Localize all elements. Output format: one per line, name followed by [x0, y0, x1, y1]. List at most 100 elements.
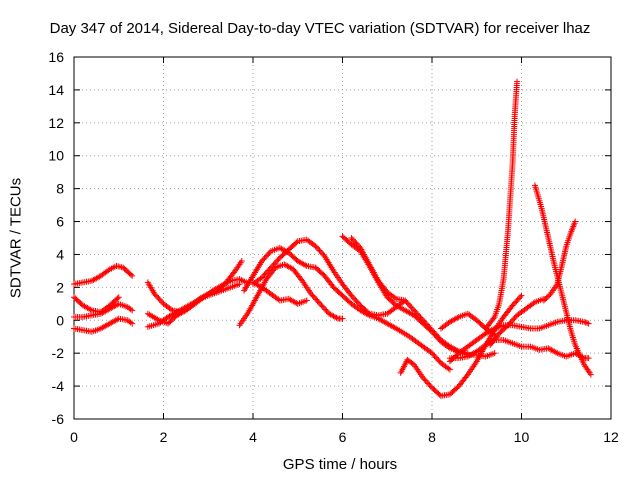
data-point [509, 302, 516, 309]
data-point [114, 295, 121, 302]
data-point [432, 354, 439, 361]
axis-ticks [73, 56, 612, 420]
data-point [230, 269, 237, 276]
data-point [267, 264, 274, 271]
data-point [129, 272, 136, 279]
y-tick-label: 8 [56, 181, 64, 197]
data-point [510, 301, 517, 308]
chart-title: Day 347 of 2014, Sidereal Day-to-day VTE… [49, 20, 591, 37]
data-point [434, 334, 441, 341]
data-point [572, 218, 579, 225]
data-point [507, 319, 514, 326]
data-point [434, 355, 441, 362]
data-point [318, 302, 325, 309]
data-point [257, 275, 264, 282]
data-point [320, 305, 327, 312]
y-tick-label: 14 [48, 82, 64, 98]
data-point [264, 252, 271, 259]
data-point [409, 305, 416, 312]
series-track-1 [71, 262, 136, 288]
data-point [584, 320, 591, 327]
y-tick-label: -6 [52, 411, 65, 427]
data-point [308, 290, 315, 297]
data-point [402, 297, 409, 304]
data-point [127, 271, 134, 278]
data-point [356, 301, 363, 308]
data-point [129, 307, 136, 314]
data-point [581, 318, 588, 325]
series-track-12 [339, 233, 471, 357]
data-point [258, 274, 265, 281]
data-point [518, 292, 525, 299]
data-point [262, 253, 269, 260]
data-point [513, 298, 520, 305]
data-point [430, 351, 437, 358]
data-point [317, 300, 324, 307]
data-point [407, 303, 414, 310]
data-point [491, 332, 498, 339]
data-point [585, 320, 592, 327]
data-point [435, 335, 442, 342]
x-tick-label: 4 [249, 429, 257, 445]
series-track-17 [482, 78, 521, 332]
data-point [275, 296, 282, 303]
data-point [312, 243, 319, 250]
data-point [552, 349, 559, 356]
data-point [405, 301, 412, 308]
data-point [298, 276, 305, 283]
data-point [427, 327, 434, 334]
data-point [260, 273, 267, 280]
data-point [155, 295, 162, 302]
data-point [270, 261, 277, 268]
data-point [154, 293, 161, 300]
data-point [530, 300, 537, 307]
data-point [312, 295, 319, 302]
y-tick-label: 6 [56, 214, 64, 230]
data-point [430, 330, 437, 337]
series-track-18 [531, 182, 594, 378]
data-point [303, 297, 310, 304]
data-point [313, 244, 320, 251]
data-point [352, 296, 359, 303]
data-point [354, 299, 361, 306]
data-point [262, 270, 269, 277]
data-point [313, 296, 320, 303]
data-point [265, 250, 272, 257]
data-point [540, 295, 547, 302]
data-point [105, 267, 112, 274]
data-point [423, 379, 430, 386]
data-point [317, 248, 324, 255]
data-point [446, 366, 453, 373]
data-point [435, 357, 442, 364]
data-point [404, 300, 411, 307]
data-point [351, 295, 358, 302]
x-tick-label: 6 [339, 429, 347, 445]
data-point [310, 293, 317, 300]
data-point [587, 371, 594, 378]
data-point [351, 237, 358, 244]
data-point [463, 373, 470, 380]
series-track-11 [250, 279, 310, 307]
data-point [269, 263, 276, 270]
data-point [490, 315, 497, 322]
series-track-14 [397, 292, 525, 399]
data-point [436, 337, 443, 344]
tick-labels: 0 2 4 6 8 10 12 -6 -4 -2 0 2 4 6 8 10 12 14 16 [48, 49, 619, 445]
data-point [129, 320, 136, 327]
data-point [199, 295, 206, 302]
series-track-3 [71, 315, 136, 335]
series-track-4 [71, 294, 122, 316]
data-point [315, 246, 322, 253]
data-point [511, 315, 518, 322]
data-point [127, 306, 134, 313]
data-point [431, 331, 438, 338]
data-point [274, 257, 281, 264]
data-point [514, 296, 521, 303]
y-tick-label: 16 [48, 49, 64, 65]
data-point [391, 324, 398, 331]
data-point [333, 314, 340, 321]
data-point [87, 306, 94, 313]
series-track-7 [144, 281, 243, 330]
x-tick-label: 12 [603, 429, 619, 445]
data-point [420, 374, 427, 381]
